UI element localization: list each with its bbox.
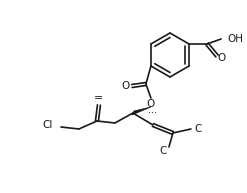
Text: OH: OH	[227, 34, 243, 44]
Polygon shape	[132, 107, 151, 115]
Text: O: O	[147, 99, 155, 109]
Text: Cl: Cl	[42, 120, 53, 130]
Text: O: O	[122, 81, 130, 91]
Text: =: =	[94, 93, 104, 103]
Text: O: O	[217, 53, 225, 63]
Text: C: C	[159, 146, 167, 156]
Text: ···: ···	[148, 108, 157, 118]
Text: C: C	[194, 124, 202, 134]
